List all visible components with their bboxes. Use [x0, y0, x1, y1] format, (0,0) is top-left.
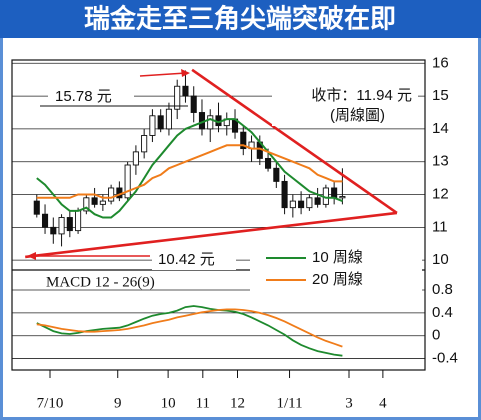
y-tick-label: 0.8 — [432, 281, 453, 298]
y-tick-label: -0.4 — [432, 350, 458, 367]
candle-body — [50, 226, 57, 235]
y-tick-label: 13 — [432, 153, 449, 170]
candle-body — [331, 187, 338, 199]
candle-body — [124, 164, 131, 199]
arrow — [139, 72, 187, 77]
candle-body — [265, 157, 272, 169]
candle-body — [306, 197, 313, 209]
candle-body — [314, 197, 321, 205]
candle-body — [75, 210, 82, 232]
x-tick-label: 1/11 — [276, 395, 302, 411]
y-tick-label: 10 — [432, 251, 449, 268]
candle-body — [132, 151, 139, 166]
annotation: 10.42 元 — [158, 251, 215, 268]
candle-body — [58, 217, 65, 235]
x-tick-label: 11 — [196, 395, 210, 411]
moving-average-line — [36, 144, 343, 199]
macd-line — [36, 308, 343, 348]
y-tick-label: 14 — [432, 120, 449, 137]
x-tick-label: 4 — [379, 395, 387, 411]
candle-body — [240, 131, 247, 150]
legend-label: 10 周線 — [312, 249, 363, 266]
candle-body — [190, 95, 197, 113]
label-bg — [152, 250, 236, 270]
legend-label: 20 周線 — [312, 271, 363, 288]
candle-body — [207, 115, 214, 130]
y-tick-label: 0 — [432, 327, 440, 344]
candle-body — [273, 167, 280, 182]
trendline — [191, 68, 398, 214]
candle-body — [165, 108, 172, 130]
plot-border — [11, 59, 426, 371]
arrow-head — [181, 69, 190, 77]
y-tick-label: 15 — [432, 87, 449, 104]
candle-body — [141, 135, 148, 153]
label-bg — [272, 84, 418, 126]
candle-body — [339, 196, 346, 199]
annotation: (周線圖) — [330, 107, 385, 124]
moving-average-line — [36, 118, 343, 219]
trendline — [25, 211, 398, 259]
candle-body — [281, 180, 288, 209]
legend-bg — [250, 246, 422, 291]
candle-body — [298, 200, 305, 209]
x-tick-label: 10 — [161, 395, 176, 411]
arrow-head — [27, 252, 36, 260]
candle-body — [41, 213, 49, 228]
title-bar — [0, 0, 481, 38]
y-tick-label: 11 — [432, 218, 448, 235]
candle-body — [83, 197, 90, 212]
x-tick-label: 3 — [345, 395, 353, 411]
annotation: 15.78 元 — [55, 88, 112, 105]
candle-body — [174, 85, 181, 110]
annotation: 收市：11.94 元 — [311, 87, 412, 104]
candle-body — [289, 200, 296, 209]
panel-title: MACD 12 - 26(9) — [46, 274, 155, 290]
x-tick-label: 7/10 — [37, 395, 64, 411]
candle-body — [149, 115, 156, 136]
candle-body — [182, 85, 189, 97]
candle-body — [99, 200, 106, 205]
label-bg — [48, 86, 134, 106]
candle-body — [91, 197, 98, 205]
y-tick-label: 16 — [432, 54, 449, 71]
x-tick-label: 9 — [114, 395, 122, 411]
candle-body — [108, 187, 115, 202]
y-tick-label: 0.4 — [432, 304, 453, 321]
candle-body — [157, 115, 164, 130]
candle-body — [66, 217, 73, 232]
y-tick-label: 12 — [432, 186, 449, 203]
candle-body — [33, 200, 40, 215]
chart-title: 瑞金走至三角尖端突破在即 — [84, 4, 396, 35]
x-tick-label: 12 — [230, 395, 245, 411]
